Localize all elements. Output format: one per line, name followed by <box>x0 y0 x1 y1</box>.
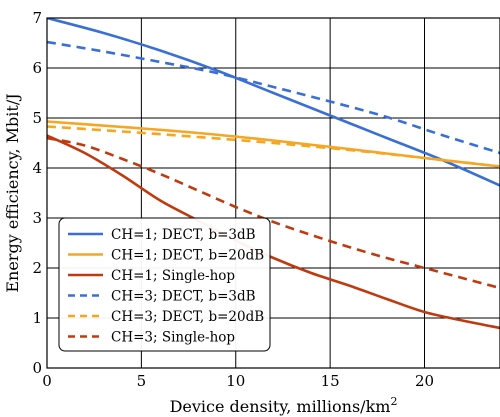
legend-box <box>58 217 271 352</box>
y-tick-label: 5 <box>32 109 42 127</box>
legend: CH=1; DECT, b=3dB CH=1; DECT, b=20dB CH=1;… <box>58 217 271 352</box>
x-tick-label: 5 <box>137 372 147 390</box>
legend-entry: CH=1; Single-hop <box>111 268 235 284</box>
series-line-ch-3-dect-b-20db <box>47 125 500 168</box>
x-tick-label: 10 <box>226 372 245 390</box>
series-line-ch-1-single-hop <box>47 134 500 330</box>
y-tick-label: 2 <box>32 259 42 277</box>
y-axis-label: Energy efficiency, Mbit/J <box>3 93 22 292</box>
x-tick-label: 20 <box>415 372 434 390</box>
legend-entry: CH=1; DECT, b=20dB <box>111 248 264 264</box>
series-line-ch-3-dect-b-3db <box>47 40 500 155</box>
legend-entry: CH=3; Single-hop <box>111 330 235 346</box>
y-tick-label: 4 <box>32 159 42 177</box>
series-lines <box>47 18 500 330</box>
x-tick-label: 0 <box>42 372 52 390</box>
y-tick-label: 3 <box>32 209 42 227</box>
x-tick-label: 15 <box>321 372 340 390</box>
legend-entry: CH=3; DECT, b=3dB <box>111 289 256 305</box>
y-tick-label: 7 <box>32 9 42 27</box>
x-axis-label-superscript: 2 <box>390 395 397 408</box>
axis-ticks: 0 5 10 15 20 0 1 2 3 4 5 6 7 <box>32 9 434 390</box>
plot-frame <box>46 17 500 369</box>
x-axis-label: Device density, millions/km2 <box>170 395 398 416</box>
y-tick-label: 6 <box>32 59 42 77</box>
series-line-ch-3-single-hop <box>47 136 500 290</box>
y-tick-label: 0 <box>32 359 42 377</box>
series-line-ch-1-dect-b-3db <box>47 18 500 187</box>
legend-entry: CH=1; DECT, b=3dB <box>111 227 256 243</box>
legend-entry: CH=3; DECT, b=20dB <box>111 309 264 325</box>
y-tick-label: 1 <box>32 309 42 327</box>
